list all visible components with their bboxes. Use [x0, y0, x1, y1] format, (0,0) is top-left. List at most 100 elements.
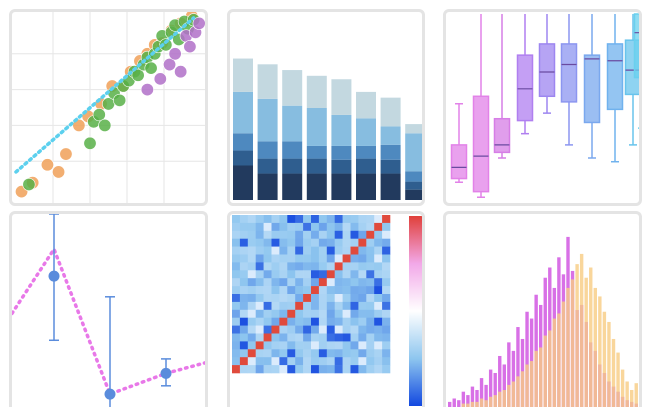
heatmap-cell [350, 341, 359, 350]
bar-segment [282, 70, 303, 106]
error-point [160, 367, 172, 379]
error-point [104, 388, 116, 400]
box-plot-panel [443, 9, 642, 206]
scatter-point-purple [168, 47, 182, 61]
heatmap-cell [382, 309, 391, 318]
heatmap-cell [358, 270, 367, 279]
heatmap-cell [255, 317, 264, 326]
heatmap-cell [279, 309, 288, 318]
heatmap-cell [239, 262, 249, 271]
error-bar-chart-panel [9, 211, 208, 407]
heatmap-cell [239, 341, 249, 350]
heatmap-cell [271, 286, 280, 295]
heatmap-cell [366, 246, 375, 255]
histogram-bar-yellow [520, 371, 525, 407]
histogram-bar-yellow [475, 401, 479, 407]
heatmap-cell [303, 254, 312, 263]
heatmap-cell [295, 341, 304, 350]
histogram-bar-yellow [593, 287, 597, 407]
heatmap-cell [295, 246, 304, 255]
heatmap-cell [358, 278, 367, 287]
colorbar [409, 216, 422, 406]
heatmap-cell [303, 333, 312, 342]
heatmap-cell [318, 278, 328, 287]
histogram-bar-yellow [616, 352, 620, 407]
heatmap-cell [295, 278, 304, 287]
heatmap-cell [287, 278, 296, 287]
heatmap-cell [247, 278, 256, 287]
heatmap-cell [382, 301, 391, 311]
heatmap-cell [232, 238, 241, 247]
heatmap-cell [318, 254, 328, 263]
heatmap-cell [311, 238, 320, 247]
heatmap-cell [326, 294, 335, 303]
heatmap-cell [311, 325, 320, 334]
heatmap-cell [263, 246, 272, 255]
heatmap-cell [279, 246, 288, 255]
histogram-bar-magenta [452, 398, 456, 407]
heatmap-cell [295, 270, 304, 279]
box-body [450, 144, 468, 180]
heatmap-cell [334, 317, 343, 326]
scatter-chart [12, 12, 205, 203]
histogram-bar-magenta [507, 342, 511, 407]
heatmap-cell [271, 349, 280, 358]
heatmap-cell [303, 357, 312, 366]
scatter-point-purple [183, 40, 197, 54]
heatmap-cell [334, 222, 343, 232]
heatmap-cell [287, 357, 296, 366]
heatmap-cell [366, 309, 375, 318]
heatmap-cell [326, 309, 335, 318]
heatmap-cell [374, 254, 383, 263]
heatmap-cell [334, 286, 343, 295]
heatmap-cell [255, 365, 264, 374]
heatmap-cell [279, 262, 288, 271]
heatmap-cell [318, 325, 328, 334]
heatmap-cell [326, 365, 335, 374]
heatmap-cell [358, 294, 367, 303]
heatmap-cell [271, 215, 280, 224]
heatmap-cell [287, 365, 296, 374]
heatmap-cell [326, 325, 335, 334]
heatmap-cell [334, 262, 343, 271]
heatmap-cell [279, 333, 288, 342]
heatmap-cell [287, 238, 296, 247]
heatmap-cell [295, 317, 304, 326]
heatmap-cell [247, 365, 256, 374]
heatmap-cell [255, 341, 264, 350]
heatmap-cell [382, 246, 391, 255]
heatmap-cell [255, 222, 264, 232]
heatmap-cell [342, 262, 351, 271]
box-body [516, 54, 534, 122]
heatmap-cell [287, 317, 296, 326]
heatmap-cell [247, 286, 256, 295]
histogram-panel [443, 211, 642, 407]
heatmap-cell [232, 349, 241, 358]
bar-segment [257, 98, 278, 142]
histogram-bar-yellow [502, 389, 506, 407]
heatmap-cell [295, 349, 304, 358]
scatter-chart-panel [9, 9, 208, 206]
heatmap-cell [326, 317, 335, 326]
bar-segment [405, 133, 422, 172]
heatmap-cell [382, 270, 391, 279]
heatmap-cell [303, 230, 312, 239]
heatmap-cell [263, 270, 272, 279]
heatmap-cell [342, 309, 351, 318]
heatmap-cell [350, 286, 359, 295]
heatmap-cell [295, 333, 304, 342]
heatmap-cell [326, 254, 335, 263]
heatmap-cell [279, 301, 288, 311]
heatmap-cell [232, 215, 241, 224]
heatmap-cell [366, 349, 375, 358]
heatmap-cell [342, 286, 351, 295]
bar-segment [380, 126, 401, 145]
heatmap-cell [311, 365, 320, 374]
heatmap-cell [255, 333, 264, 342]
heatmap-cell [255, 349, 264, 358]
bar-segment [233, 150, 253, 166]
heatmap-cell [279, 230, 288, 239]
heatmap-cell [358, 325, 367, 334]
scatter-point-green [131, 68, 145, 82]
heatmap-cell [334, 294, 343, 303]
